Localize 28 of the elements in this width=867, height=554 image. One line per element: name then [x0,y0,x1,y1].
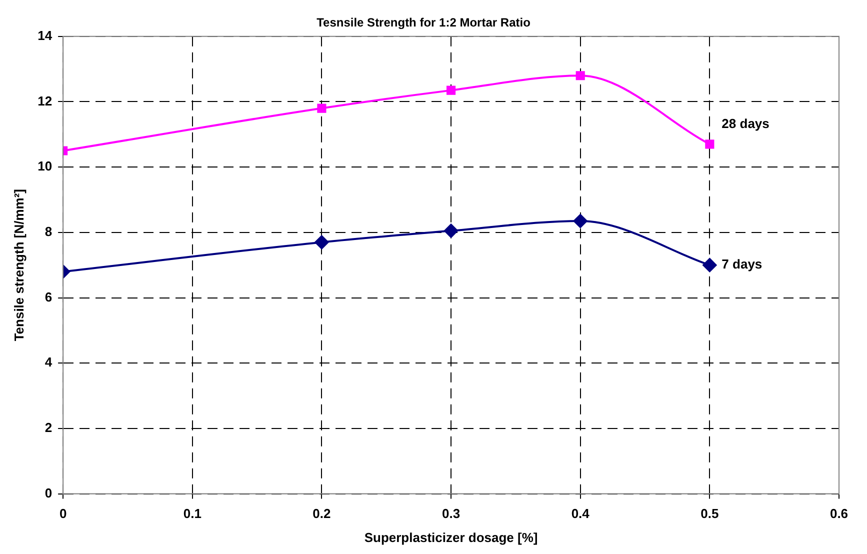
point [705,140,714,149]
y-tick-label: 14 [38,28,53,43]
y-tick-label: 8 [44,224,52,240]
y-tick-label: 6 [44,289,52,304]
y-axis-title: Tensile strength [N/mm²] [11,189,26,342]
y-tick-label: 12 [38,93,52,108]
x-tick-label: 0.1 [183,506,202,522]
x-tick-label: 0.4 [571,506,590,522]
y-tick-label: 10 [38,158,52,174]
y-tick-label: 0 [44,485,52,500]
x-tick-label: 0.6 [830,506,848,522]
x-axis-title: Superplasticizer dosage [%] [364,530,538,545]
series-label: 7 days [722,256,762,272]
point [446,86,456,95]
point [444,224,458,238]
point [317,104,326,113]
point [576,71,585,80]
x-tick-label: 0 [59,506,67,522]
x-tick-label: 0.2 [312,506,331,522]
x-tick-label: 0.3 [442,506,460,522]
point [314,235,329,250]
chart-title: Tesnsile Strength for 1:2 Mortar Ratio [316,16,530,30]
x-tick-label: 0.5 [700,506,719,522]
y-tick-label: 4 [44,354,53,370]
point [573,214,588,228]
y-tick-label: 2 [44,420,52,436]
point [702,258,717,272]
series-label: 28 days [722,116,770,131]
